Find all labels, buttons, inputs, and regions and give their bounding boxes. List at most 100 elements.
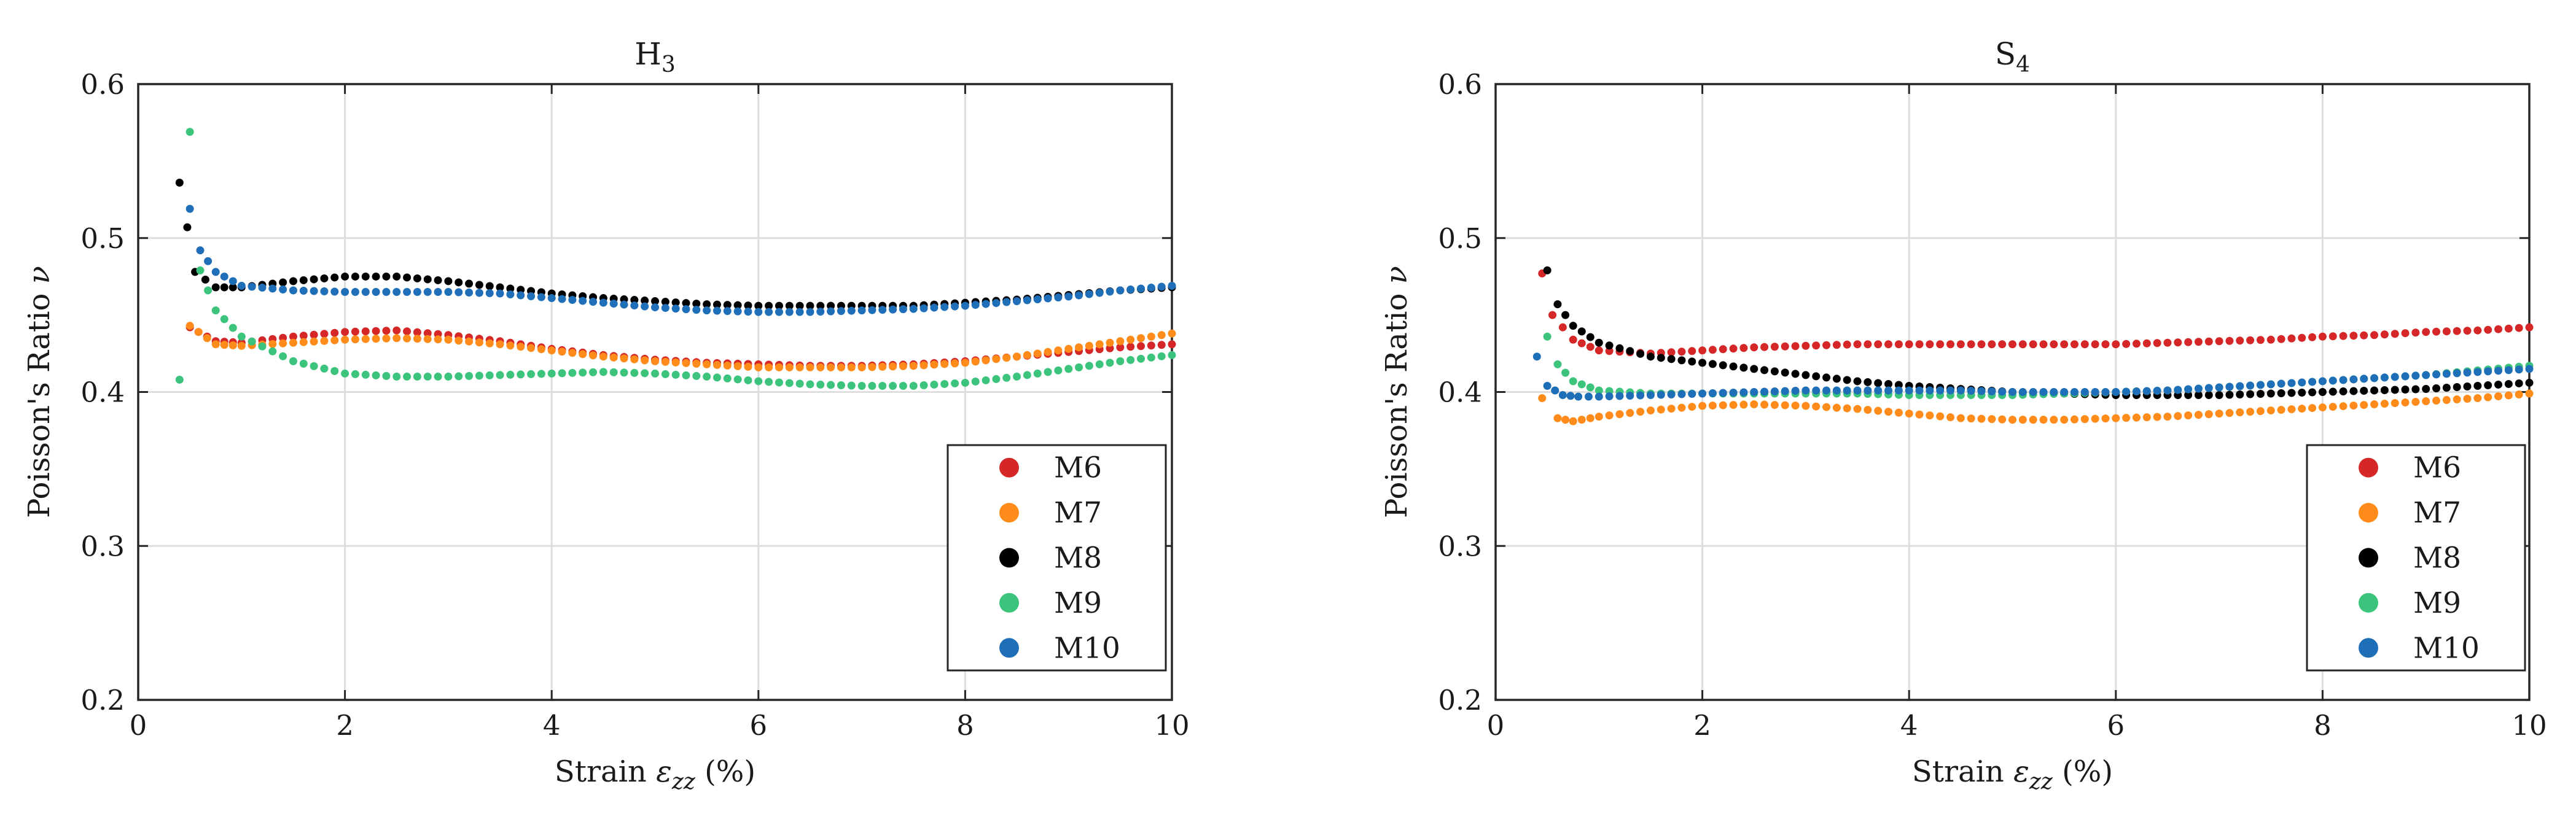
series-M6 bbox=[1538, 269, 2534, 358]
data-point bbox=[372, 335, 380, 343]
data-point bbox=[2194, 391, 2203, 400]
data-point bbox=[857, 381, 866, 390]
data-point bbox=[351, 370, 359, 378]
data-point bbox=[1864, 386, 1872, 395]
data-point bbox=[1822, 373, 1831, 382]
data-point bbox=[1853, 340, 1862, 349]
data-point bbox=[1894, 381, 1903, 389]
data-point bbox=[2463, 327, 2472, 335]
data-point bbox=[703, 372, 711, 381]
data-point bbox=[1064, 292, 1073, 301]
data-point bbox=[341, 335, 349, 344]
data-point bbox=[1636, 408, 1645, 416]
data-point bbox=[289, 357, 297, 365]
data-point bbox=[183, 223, 192, 231]
data-point bbox=[1998, 340, 2007, 349]
data-point bbox=[868, 381, 876, 390]
data-point bbox=[537, 345, 545, 354]
data-point bbox=[1864, 378, 1872, 386]
data-point bbox=[517, 291, 525, 300]
data-point bbox=[909, 362, 918, 370]
data-point bbox=[444, 277, 453, 285]
data-point bbox=[599, 298, 607, 307]
data-point bbox=[444, 288, 453, 297]
data-point bbox=[1168, 340, 1176, 349]
data-point bbox=[330, 328, 339, 337]
data-point bbox=[2339, 332, 2348, 340]
data-point bbox=[1075, 343, 1083, 352]
data-point bbox=[175, 375, 184, 384]
data-point bbox=[403, 327, 412, 336]
data-point bbox=[506, 370, 515, 379]
data-point bbox=[506, 284, 515, 293]
data-point bbox=[289, 338, 297, 347]
data-point bbox=[971, 301, 980, 309]
data-point bbox=[2463, 382, 2472, 390]
data-point bbox=[703, 306, 711, 315]
data-point bbox=[1739, 344, 1748, 352]
data-point bbox=[413, 335, 421, 343]
data-point bbox=[211, 268, 220, 276]
data-point bbox=[506, 290, 515, 299]
data-point bbox=[361, 327, 370, 336]
data-point bbox=[1884, 379, 1893, 388]
data-point bbox=[1688, 390, 1696, 398]
data-point bbox=[1781, 342, 1789, 351]
data-point bbox=[2204, 384, 2213, 392]
data-point bbox=[723, 374, 732, 382]
y-tick-label: 0.2 bbox=[80, 684, 125, 716]
data-point bbox=[1708, 346, 1717, 354]
data-point bbox=[2184, 411, 2193, 420]
data-point bbox=[2122, 387, 2131, 396]
data-point bbox=[558, 369, 566, 378]
data-point bbox=[754, 301, 763, 310]
data-point bbox=[1801, 386, 1810, 395]
data-point bbox=[1168, 351, 1176, 359]
data-point bbox=[2298, 333, 2306, 342]
data-point bbox=[444, 335, 453, 344]
data-point bbox=[2101, 340, 2110, 349]
data-point bbox=[185, 322, 194, 330]
chart-title-subscript: 3 bbox=[662, 52, 676, 77]
data-point bbox=[351, 288, 359, 297]
data-point bbox=[201, 275, 209, 284]
data-point bbox=[723, 307, 732, 316]
data-point bbox=[827, 307, 835, 316]
data-point bbox=[1894, 408, 1903, 417]
data-point bbox=[765, 378, 773, 386]
data-point bbox=[444, 372, 453, 381]
data-point bbox=[2515, 390, 2523, 399]
data-point bbox=[2277, 379, 2285, 388]
data-point bbox=[547, 369, 556, 378]
data-point bbox=[2318, 332, 2327, 341]
data-point bbox=[1064, 344, 1073, 353]
data-point bbox=[1801, 402, 1810, 410]
data-point bbox=[1719, 345, 1727, 354]
data-point bbox=[754, 377, 763, 386]
data-point bbox=[2060, 340, 2069, 349]
data-point bbox=[1551, 386, 1559, 395]
data-point bbox=[1586, 383, 1594, 392]
data-point bbox=[2204, 391, 2213, 400]
data-point bbox=[423, 329, 432, 338]
data-point bbox=[330, 336, 339, 344]
data-point bbox=[237, 341, 246, 350]
data-point bbox=[1532, 352, 1541, 361]
data-point bbox=[2184, 385, 2193, 394]
data-point bbox=[2277, 389, 2285, 398]
legend-label: M7 bbox=[2413, 496, 2461, 530]
data-point bbox=[599, 368, 607, 376]
data-point bbox=[1044, 294, 1052, 303]
data-point bbox=[2277, 335, 2285, 343]
data-point bbox=[2080, 388, 2089, 396]
data-point bbox=[2401, 385, 2410, 394]
data-point bbox=[320, 274, 329, 282]
data-point bbox=[2163, 386, 2172, 395]
data-point bbox=[1157, 331, 1166, 340]
data-point bbox=[785, 363, 794, 371]
data-point bbox=[682, 305, 690, 314]
data-point bbox=[620, 368, 628, 377]
data-point bbox=[2422, 328, 2430, 336]
data-point bbox=[982, 300, 990, 308]
x-axis-title-symbol: ε bbox=[656, 755, 672, 789]
